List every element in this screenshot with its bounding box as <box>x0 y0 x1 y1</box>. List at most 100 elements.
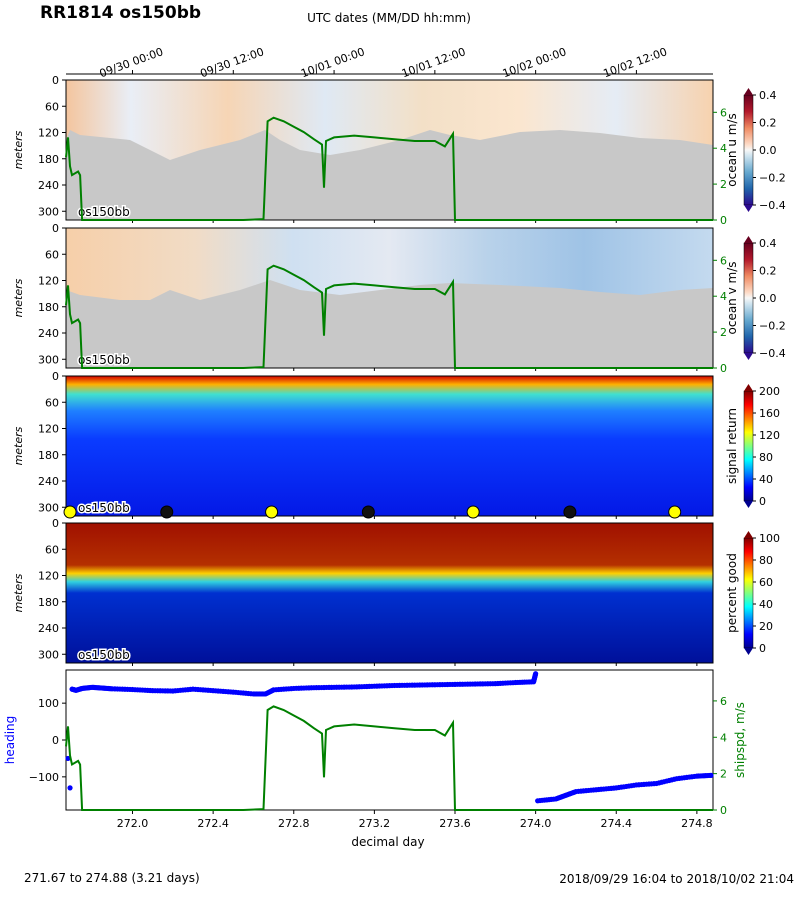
colorbar-tick-label: 0.0 <box>759 144 777 157</box>
panel-ocean-v <box>66 228 713 368</box>
speed-tick-label: 4 <box>720 731 727 744</box>
instrument-label: os150bb <box>78 501 130 515</box>
x-tick-label: 274.0 <box>520 817 552 830</box>
colorbar-tick-label: 40 <box>759 473 773 486</box>
speed-tick-label: 2 <box>720 768 727 781</box>
x-tick-label: 272.8 <box>278 817 310 830</box>
panel-percent-good <box>66 523 713 663</box>
colorbar-extend-bottom <box>744 205 753 212</box>
colorbar-extend-bottom <box>744 353 753 360</box>
colorbar-tick-label: 0.2 <box>759 117 777 130</box>
depth-tick-label: 0 <box>52 222 59 235</box>
depth-tick-label: 240 <box>38 475 59 488</box>
colorbar-tick-label: −0.2 <box>759 172 786 185</box>
colorbar-tick-label: 80 <box>759 451 773 464</box>
colorbar-tick-label: 0.0 <box>759 292 777 305</box>
colorbar-label: ocean u m/s <box>725 113 739 187</box>
date-range-text: 2018/09/29 16:04 to 2018/10/02 21:04 <box>559 872 794 886</box>
instrument-label: os150bb <box>78 353 130 367</box>
speed-tick-label: 0 <box>720 362 727 375</box>
colorbar-tick-label: 200 <box>759 385 780 398</box>
noon-marker <box>467 506 479 518</box>
depth-tick-label: 120 <box>38 570 59 583</box>
day-range-text: 271.67 to 274.88 (3.21 days) <box>24 871 200 885</box>
depth-axis-label: meters <box>12 278 25 317</box>
depth-axis-label: meters <box>12 130 25 169</box>
top-date-tick-label: 10/02 00:00 <box>501 45 568 80</box>
speed-tick-label: 6 <box>720 106 727 119</box>
speed-tick-label: 2 <box>720 178 727 191</box>
depth-tick-label: 0 <box>52 370 59 383</box>
midnight-marker <box>564 506 576 518</box>
colorbar-tick-label: −0.2 <box>759 320 786 333</box>
x-tick-label: 273.2 <box>359 817 391 830</box>
speed-tick-label: 6 <box>720 254 727 267</box>
colorbar-tick-label: 40 <box>759 598 773 611</box>
colorbar <box>744 243 753 353</box>
speed-tick-label: 4 <box>720 142 727 155</box>
colorbar-label: signal return <box>725 408 739 484</box>
colorbar-tick-label: 100 <box>759 532 780 545</box>
colorbar-label: ocean v m/s <box>725 262 739 335</box>
speed-tick-label: 6 <box>720 695 727 708</box>
colorbar-extend-bottom <box>744 648 753 655</box>
speed-tick-label: 2 <box>720 326 727 339</box>
colorbar-tick-label: 0.2 <box>759 265 777 278</box>
speed-tick-label: 4 <box>720 290 727 303</box>
colorbar-tick-label: 0.4 <box>759 89 777 102</box>
colorbar-tick-label: 60 <box>759 576 773 589</box>
x-tick-label: 272.0 <box>117 817 149 830</box>
midnight-marker <box>161 506 173 518</box>
depth-tick-label: 300 <box>38 205 59 218</box>
depth-tick-label: 300 <box>38 648 59 661</box>
depth-tick-label: 240 <box>38 179 59 192</box>
speed-tick-label: 0 <box>720 214 727 227</box>
noon-marker <box>669 506 681 518</box>
instrument-label: os150bb <box>78 648 130 662</box>
depth-tick-label: 180 <box>38 596 59 609</box>
depth-tick-label: 0 <box>52 517 59 530</box>
percent-good-field <box>66 523 713 663</box>
panel-ocean-u <box>66 80 713 220</box>
x-tick-label: 274.8 <box>681 817 713 830</box>
depth-tick-label: 120 <box>38 423 59 436</box>
speed-tick-label: 0 <box>720 804 727 817</box>
colorbar-extend-top <box>744 384 753 391</box>
heading-tick-label: −100 <box>29 771 59 784</box>
top-date-tick-label: 10/01 00:00 <box>299 45 366 80</box>
depth-tick-label: 180 <box>38 153 59 166</box>
noon-marker <box>266 506 278 518</box>
colorbar-tick-label: 160 <box>759 407 780 420</box>
depth-axis-label: meters <box>12 426 25 465</box>
depth-tick-label: 300 <box>38 501 59 514</box>
x-tick-label: 272.4 <box>197 817 229 830</box>
depth-tick-label: 300 <box>38 353 59 366</box>
heading-point <box>533 671 538 676</box>
top-date-tick-label: 10/02 12:00 <box>602 45 669 80</box>
depth-tick-label: 60 <box>45 248 59 261</box>
top-date-tick-label: 10/01 12:00 <box>400 45 467 80</box>
colorbar <box>744 391 753 501</box>
depth-tick-label: 180 <box>38 301 59 314</box>
top-axis-label: UTC dates (MM/DD hh:mm) <box>307 11 471 25</box>
depth-tick-label: 120 <box>38 127 59 140</box>
colorbar-extend-bottom <box>744 501 753 508</box>
colorbar-tick-label: 80 <box>759 554 773 567</box>
depth-tick-label: 0 <box>52 74 59 87</box>
colorbar-extend-top <box>744 531 753 538</box>
top-date-ticks: 09/30 00:00 09/30 12:00 10/01 00:00 10/01 1… <box>66 45 713 80</box>
colorbar-tick-label: 0.4 <box>759 237 777 250</box>
heading-axis-label: heading <box>3 716 17 765</box>
instrument-label: os150bb <box>78 205 130 219</box>
top-date-tick-label: 09/30 12:00 <box>198 45 265 80</box>
colorbar <box>744 95 753 205</box>
depth-tick-label: 120 <box>38 275 59 288</box>
depth-tick-label: 240 <box>38 327 59 340</box>
noon-marker <box>64 506 76 518</box>
colorbar-extend-top <box>744 88 753 95</box>
x-tick-label: 273.6 <box>439 817 471 830</box>
colorbar-tick-label: 0 <box>759 642 766 655</box>
colorbar-extend-top <box>744 236 753 243</box>
colorbar-tick-label: 20 <box>759 620 773 633</box>
heading-tick-label: 0 <box>52 734 59 747</box>
